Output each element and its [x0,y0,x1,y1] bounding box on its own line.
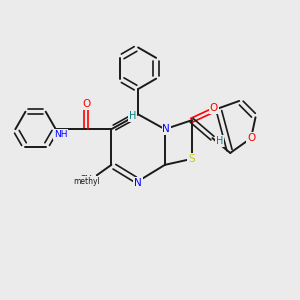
Text: CH₃: CH₃ [79,175,96,184]
Text: H: H [216,136,224,146]
Text: O: O [82,99,90,109]
Text: N: N [163,124,170,134]
Text: H: H [129,111,136,121]
Text: S: S [188,154,195,164]
Text: O: O [210,103,218,113]
Text: methyl: methyl [74,177,100,186]
Text: NH: NH [54,130,68,139]
Text: N: N [134,178,142,188]
Text: O: O [247,133,255,143]
